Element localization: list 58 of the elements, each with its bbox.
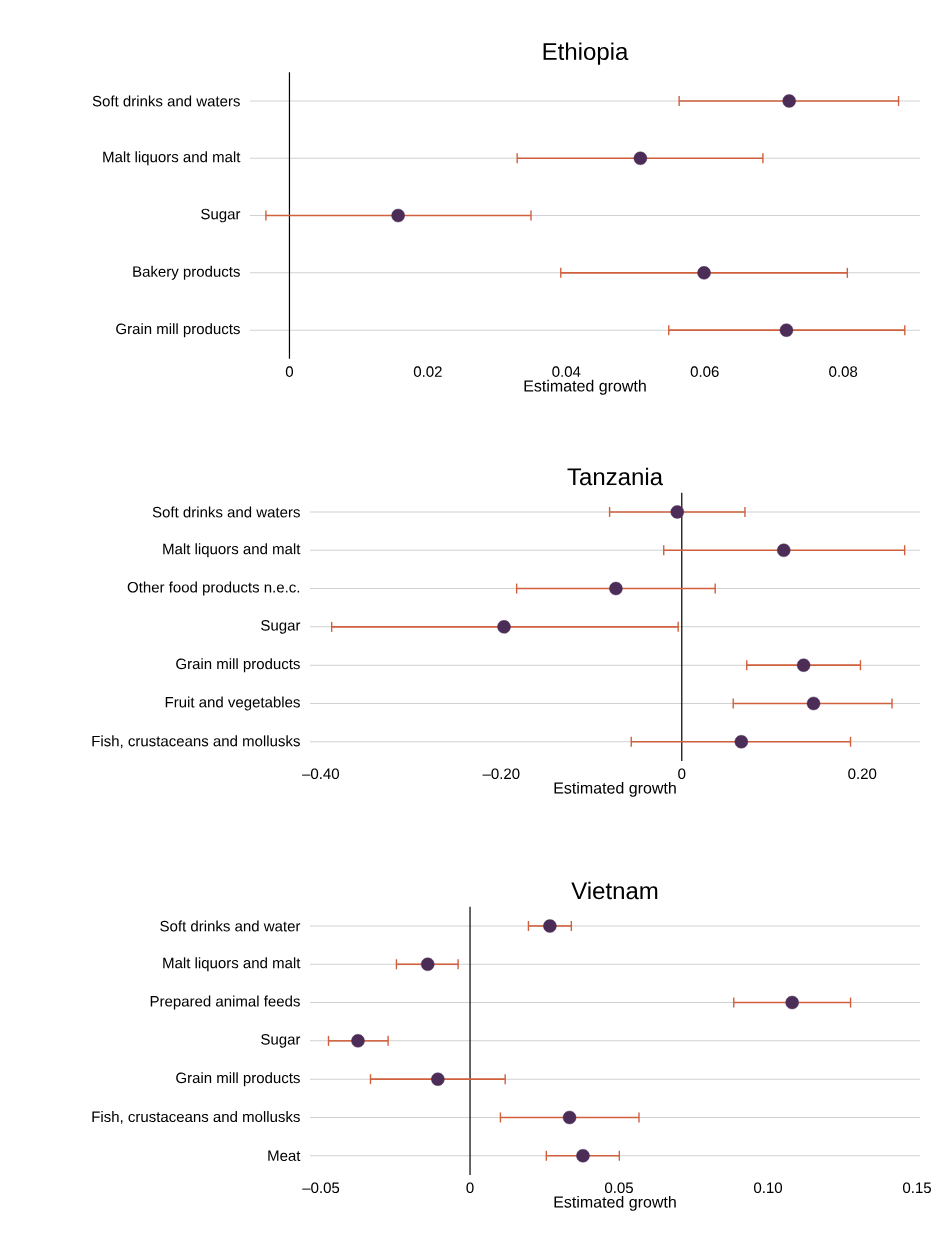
point — [806, 696, 821, 711]
x-tick-label: 0.02 — [413, 366, 442, 377]
x-axis-title: Estimated growth — [524, 379, 646, 395]
chart-title: Ethiopia — [543, 42, 629, 65]
y-tick-label: Soft drinks and water — [160, 920, 301, 932]
x-tick-label: –0.20 — [482, 768, 520, 780]
x-tick-label: 0.10 — [754, 1182, 783, 1194]
point — [562, 1110, 577, 1125]
point — [633, 151, 648, 165]
y-tick-label: Fish, crustaceans and mollusks — [92, 735, 300, 749]
chart-title: Vietnam — [571, 881, 658, 900]
point — [670, 505, 684, 519]
x-tick-label: –0.05 — [302, 1182, 340, 1194]
point — [431, 1072, 445, 1086]
y-tick-label: Soft drinks and waters — [92, 95, 240, 107]
y-tick-label: Grain mill products — [116, 323, 240, 338]
x-tick-label: 0.15 — [903, 1182, 931, 1194]
y-tick-label: Bakery products — [133, 265, 240, 280]
y-tick-label: Grain mill products — [176, 1072, 300, 1087]
point — [391, 208, 405, 223]
y-tick-label: Sugar — [261, 1034, 301, 1048]
point — [421, 957, 435, 971]
x-tick-label: 0.04 — [552, 366, 581, 377]
x-axis-title: Estimated growth — [554, 1195, 676, 1211]
x-tick-label: –0.40 — [302, 768, 339, 780]
x-tick-label: 0 — [678, 768, 686, 780]
x-tick-label: 0.05 — [605, 1182, 633, 1194]
y-tick-label: Meat — [268, 1150, 301, 1161]
chart-title: Tanzania — [567, 467, 664, 486]
y-tick-label: Malt liquors and malt — [163, 957, 301, 972]
x-tick-label: 0 — [285, 366, 294, 377]
x-axis-title: Estimated growth — [554, 781, 676, 797]
point — [609, 581, 623, 596]
point — [779, 323, 794, 337]
point — [351, 1034, 365, 1048]
y-tick-label: Sugar — [201, 208, 241, 223]
y-tick-label: Soft drinks and waters — [152, 506, 300, 518]
x-tick-label: 0 — [466, 1182, 474, 1194]
y-tick-label: Sugar — [261, 620, 301, 634]
point — [734, 735, 749, 749]
point — [796, 658, 811, 672]
x-tick-label: 0.08 — [829, 366, 858, 377]
point — [777, 543, 791, 557]
y-tick-label: Grain mill products — [176, 658, 300, 673]
point — [785, 995, 799, 1010]
x-tick-label: 0.06 — [690, 366, 719, 377]
y-tick-label: Prepared animal feeds — [150, 995, 300, 1010]
point — [697, 266, 711, 280]
y-tick-label: Fish, crustaceans and mollusks — [92, 1111, 300, 1124]
y-tick-label: Fruit and vegetables — [165, 696, 300, 711]
x-tick-label: 0.20 — [848, 768, 877, 780]
point — [497, 620, 511, 634]
point — [782, 94, 796, 108]
y-tick-label: Other food products n.e.c. — [127, 581, 300, 596]
y-tick-label: Malt liquors and malt — [103, 151, 241, 166]
point — [576, 1149, 590, 1163]
y-tick-label: Malt liquors and malt — [163, 543, 301, 558]
point — [543, 919, 557, 933]
